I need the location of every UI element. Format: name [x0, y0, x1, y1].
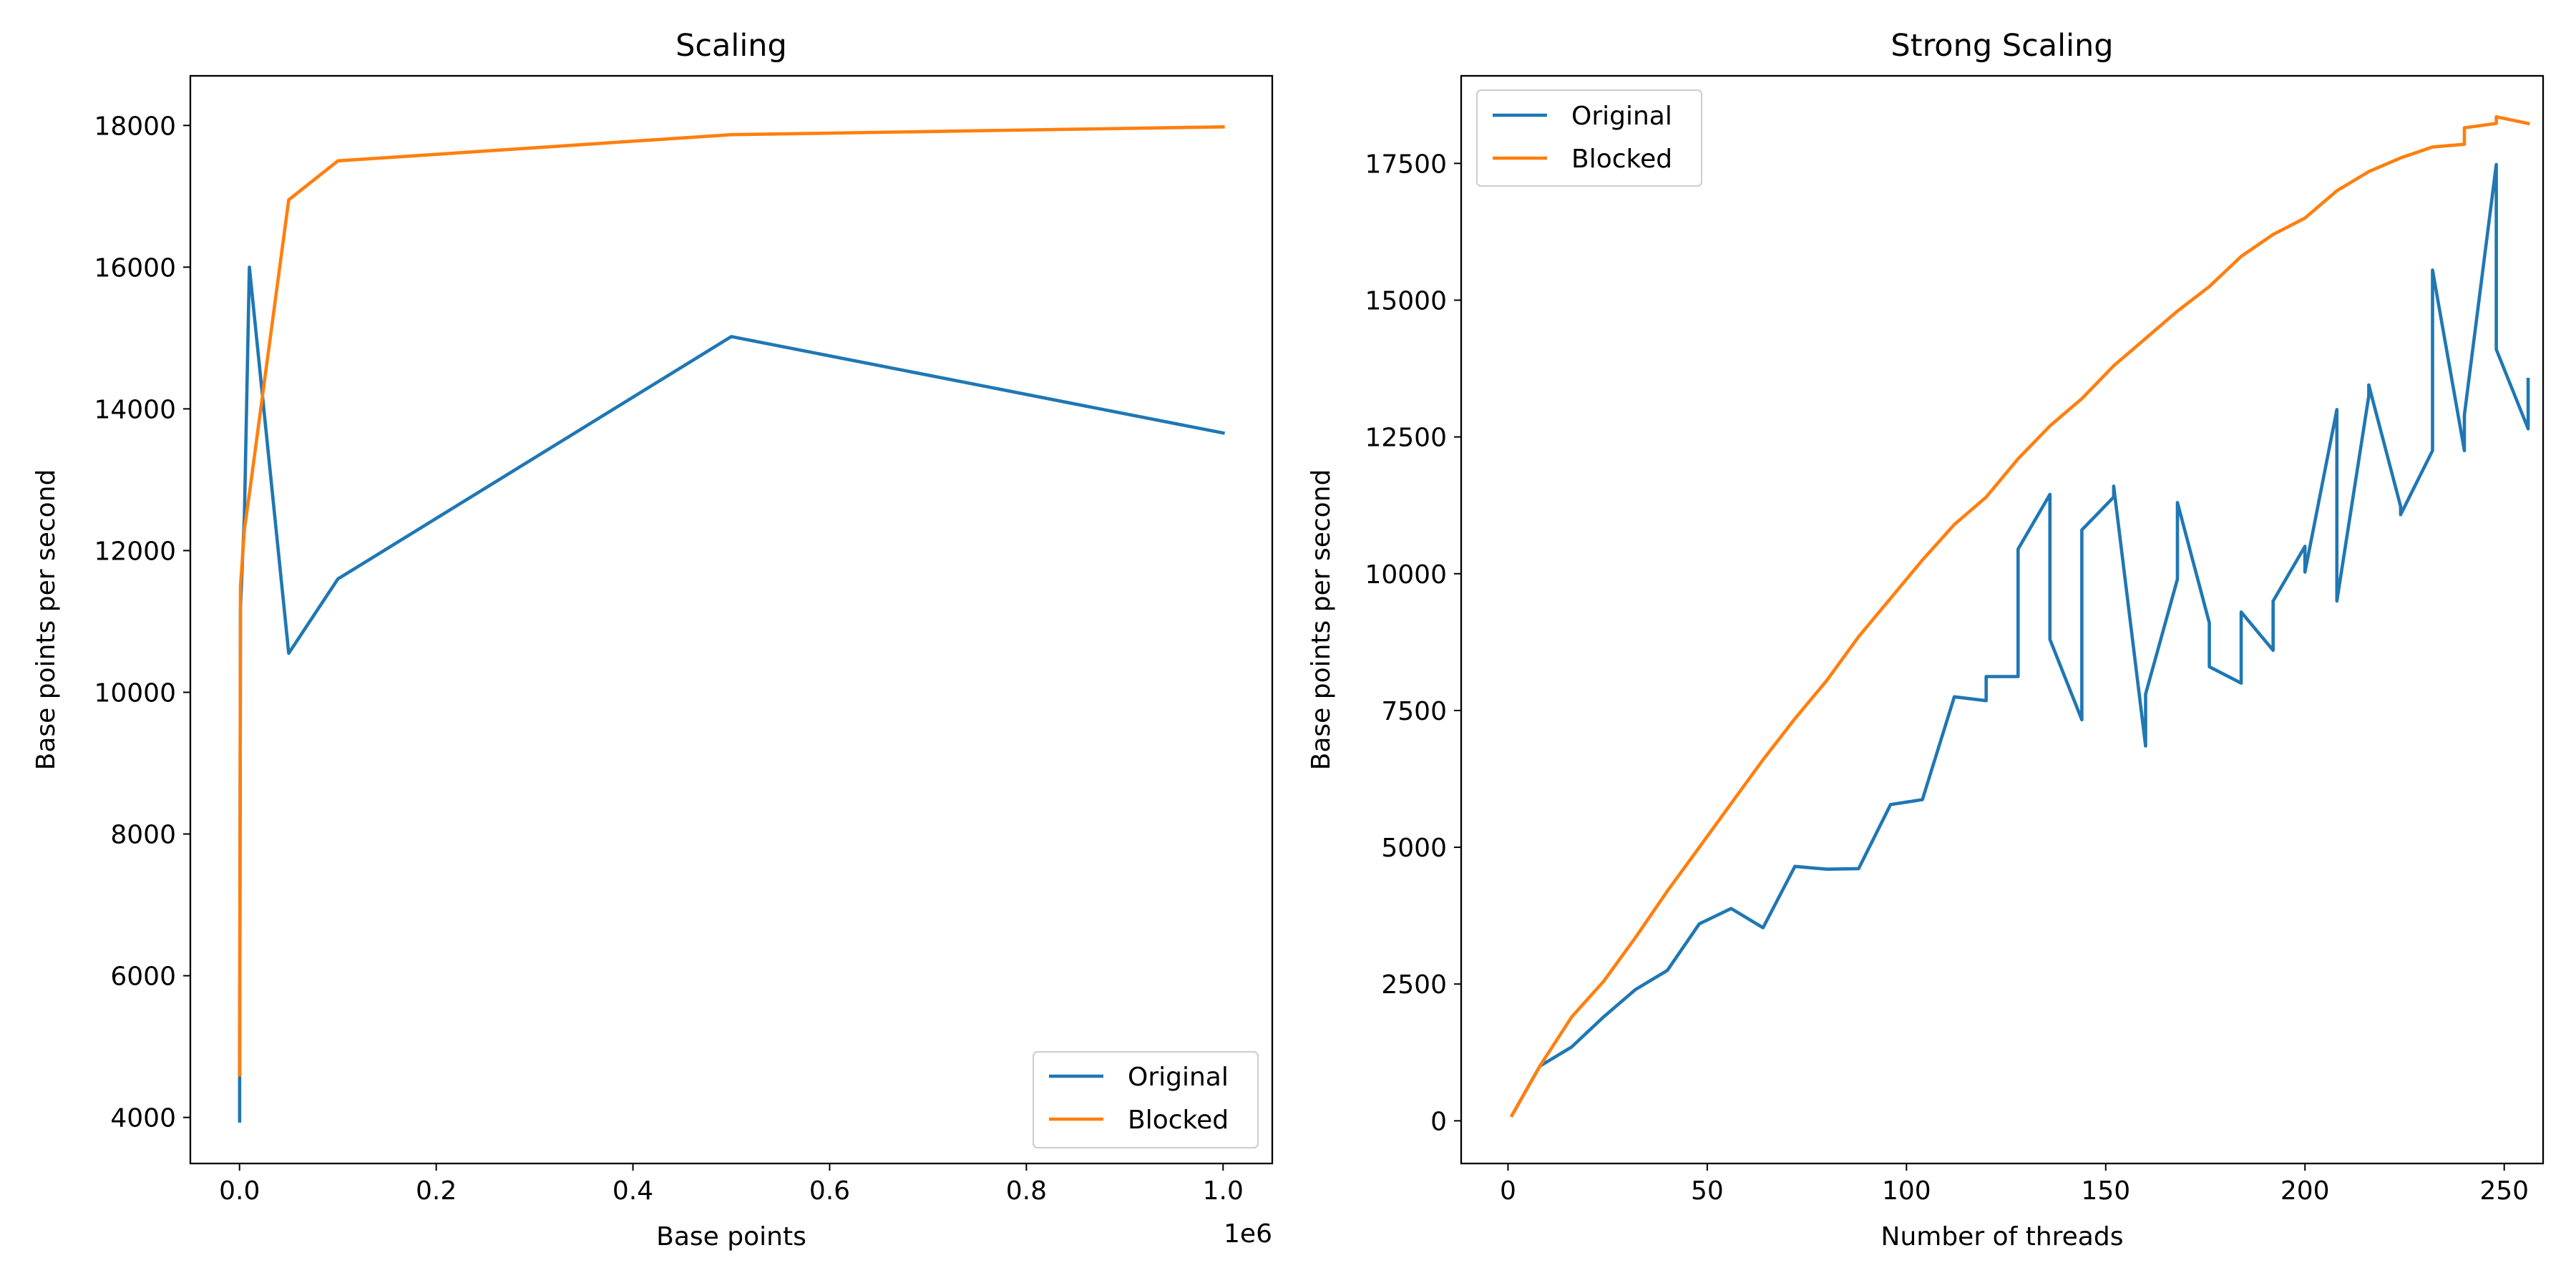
y-tick-label: 8000	[110, 821, 176, 850]
y-axis-label: Base points per second	[31, 469, 61, 771]
x-axis-label: Base points	[656, 1222, 806, 1252]
series-lines	[238, 125, 1225, 1123]
y-tick-label: 18000	[94, 112, 176, 141]
y-tick-label: 12000	[94, 537, 176, 566]
y-axis-label: Base points per second	[1307, 469, 1336, 771]
x-offset-label: 1e6	[1224, 1219, 1272, 1249]
legend-label-original: Original	[1128, 1063, 1229, 1092]
chart-strong-scaling: Strong Scaling 0 50 100 150 200 250 0 2500 5000…	[1307, 28, 2545, 1252]
x-tick-label: 0	[1500, 1176, 1516, 1206]
x-ticks: 0.0 0.2 0.4 0.6 0.8 1.0	[219, 1163, 1244, 1206]
x-axis-label: Number of threads	[1881, 1222, 2124, 1252]
legend: Original Blocked	[1476, 89, 1702, 187]
y-tick-label: 15000	[1365, 286, 1447, 316]
plot-frame	[189, 74, 1274, 1165]
chart-title: Scaling	[675, 28, 787, 64]
x-tick-label: 250	[2479, 1176, 2529, 1206]
legend-label-blocked: Blocked	[1128, 1106, 1229, 1135]
x-ticks: 0 50 100 150 200 250	[1500, 1163, 2529, 1206]
x-tick-label: 100	[1882, 1176, 1931, 1206]
chart-title: Strong Scaling	[1890, 28, 2113, 64]
x-tick-label: 200	[2280, 1176, 2330, 1206]
x-tick-label: 0.2	[416, 1176, 457, 1206]
x-tick-label: 0.8	[1006, 1176, 1047, 1206]
y-tick-label: 0	[1430, 1107, 1447, 1136]
y-ticks: 4000 6000 8000 10000 12000 14000 16000 18000	[94, 112, 190, 1133]
legend: Original Blocked	[1033, 1051, 1259, 1148]
series-line-original	[1509, 162, 2530, 1118]
series-lines	[1509, 115, 2530, 1118]
legend-label-original: Original	[1571, 102, 1672, 131]
chart-scaling: Scaling 0.0 0.2 0.4 0.6 0.8 1.0 4000 6000 8000 1…	[31, 28, 1274, 1252]
y-tick-label: 10000	[94, 678, 176, 708]
y-tick-label: 12500	[1365, 424, 1447, 453]
y-tick-label: 5000	[1381, 834, 1447, 863]
x-tick-label: 50	[1691, 1176, 1724, 1206]
y-tick-label: 7500	[1381, 697, 1447, 726]
x-tick-label: 0.4	[613, 1176, 653, 1206]
y-tick-label: 16000	[94, 253, 176, 283]
y-tick-label: 14000	[94, 395, 176, 424]
series-line-blocked	[1509, 115, 2530, 1118]
y-tick-label: 17500	[1365, 150, 1447, 179]
x-tick-label: 1.0	[1203, 1176, 1244, 1206]
x-tick-label: 0.6	[809, 1176, 850, 1206]
plot-frame	[1460, 74, 2545, 1165]
x-tick-label: 0.0	[219, 1176, 260, 1206]
y-tick-label: 10000	[1365, 560, 1447, 590]
y-tick-label: 6000	[110, 962, 176, 992]
series-line-blocked	[238, 125, 1225, 1077]
x-tick-label: 150	[2081, 1176, 2130, 1206]
y-ticks: 0 2500 5000 7500 10000 12500 15000 17500	[1365, 150, 1461, 1136]
legend-label-blocked: Blocked	[1571, 145, 1672, 174]
y-tick-label: 2500	[1381, 970, 1447, 1000]
y-tick-label: 4000	[110, 1104, 176, 1133]
